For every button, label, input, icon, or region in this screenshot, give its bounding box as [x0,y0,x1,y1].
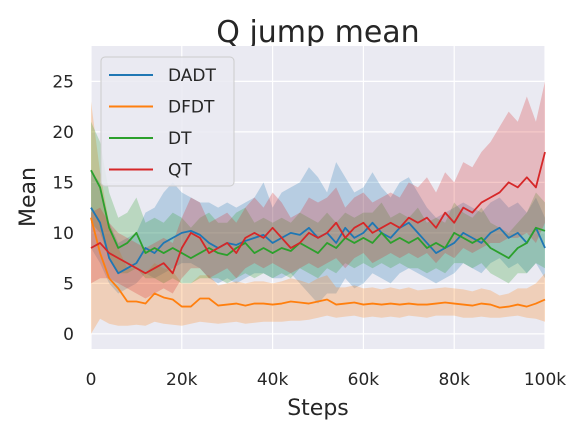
x-tick-label: 20k [166,370,198,390]
grid-lines [90,46,546,349]
legend-label-dadt: DADT [168,66,217,86]
legend: DADT DFDT DT QT [100,56,235,187]
band-dfdt [91,101,545,334]
legend-label-qt: QT [168,161,192,181]
legend-label-dfdt: DFDT [168,98,215,118]
x-axis-ticks: 0 20k 40k 60k 80k 100k [86,370,567,390]
x-tick-label: 0 [86,370,97,390]
x-tick-label: 60k [348,370,380,390]
chart-title: Q jump mean [216,15,419,50]
y-tick-label: 10 [52,224,74,244]
line-dfdt [90,217,546,309]
y-tick-label: 20 [52,123,74,143]
x-tick-label: 40k [257,370,289,390]
y-axis-ticks: 0 5 10 15 20 25 [52,72,74,345]
x-tick-label: 80k [438,370,470,390]
y-tick-label: 25 [52,72,74,92]
band-dadt [91,162,545,304]
y-tick-label: 5 [63,274,74,294]
y-axis-label: Mean [16,167,41,227]
band-dt [91,121,545,284]
y-tick-label: 0 [63,325,74,345]
legend-box [100,56,235,187]
line-dt [90,169,546,260]
x-tick-label: 100k [524,370,566,390]
series-lines [90,151,546,309]
x-axis-label: Steps [287,396,349,421]
y-tick-label: 15 [52,173,74,193]
line-qt [90,151,546,275]
legend-label-dt: DT [168,129,192,149]
